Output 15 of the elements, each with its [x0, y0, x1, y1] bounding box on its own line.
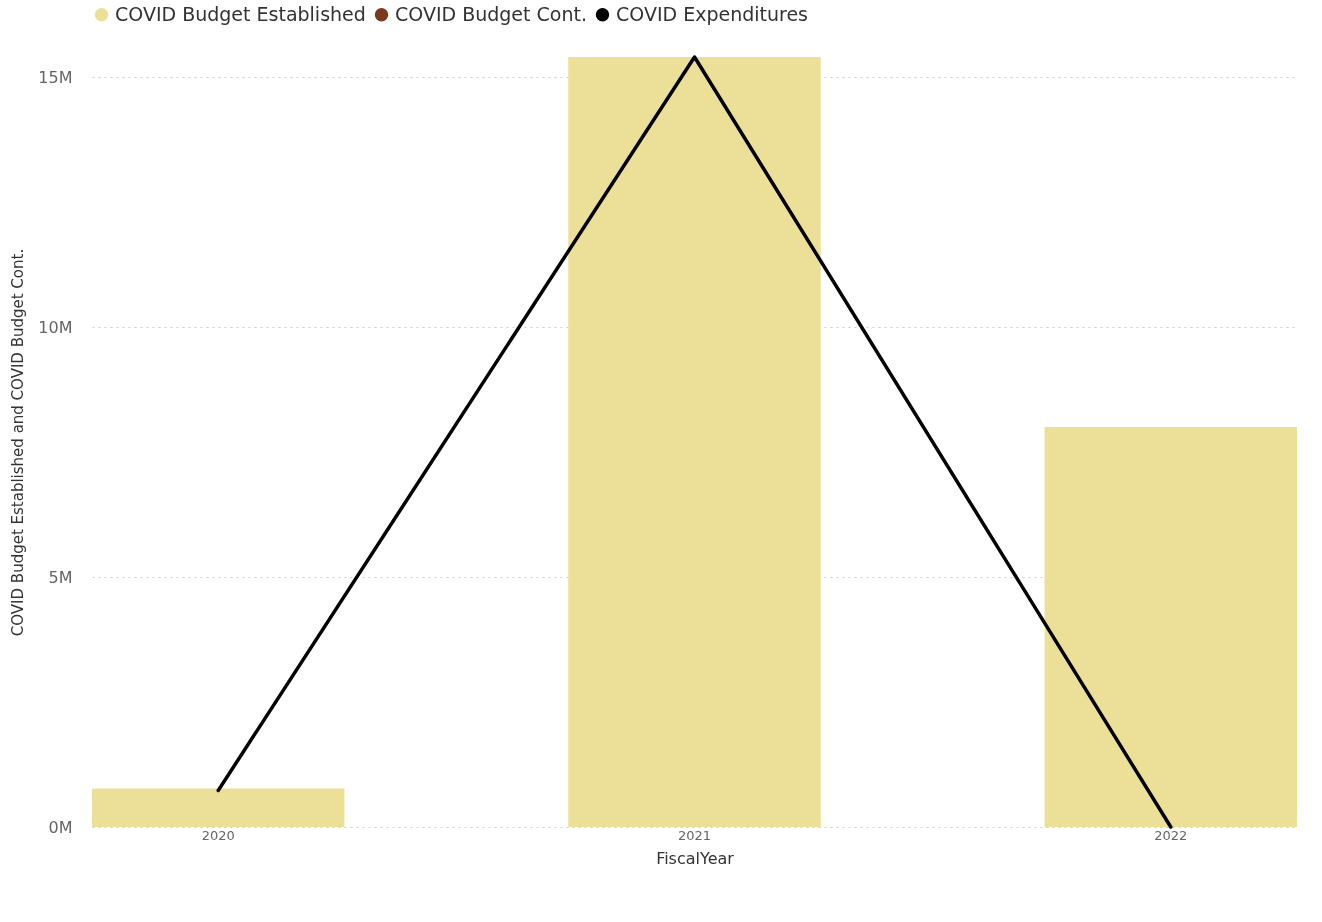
y-tick-label: 15M [38, 67, 73, 87]
x-tick-label: 2022 [1154, 827, 1188, 843]
legend-label: COVID Budget Cont. [395, 2, 587, 25]
x-tick-label: 2020 [201, 827, 235, 843]
y-tick-label: 5M [48, 567, 73, 587]
y-tick-label: 0M [48, 817, 73, 837]
legend-label: COVID Budget Established [115, 2, 366, 25]
bar [1044, 427, 1297, 827]
bar [92, 788, 345, 827]
x-axis-title: FiscalYear [656, 848, 735, 868]
legend-label: COVID Expenditures [616, 2, 809, 25]
y-axis-title: COVID Budget Established and COVID Budget Cont. [9, 248, 28, 637]
y-tick-label: 10M [38, 317, 73, 337]
bar [568, 57, 821, 827]
x-tick-label: 2021 [677, 827, 712, 843]
